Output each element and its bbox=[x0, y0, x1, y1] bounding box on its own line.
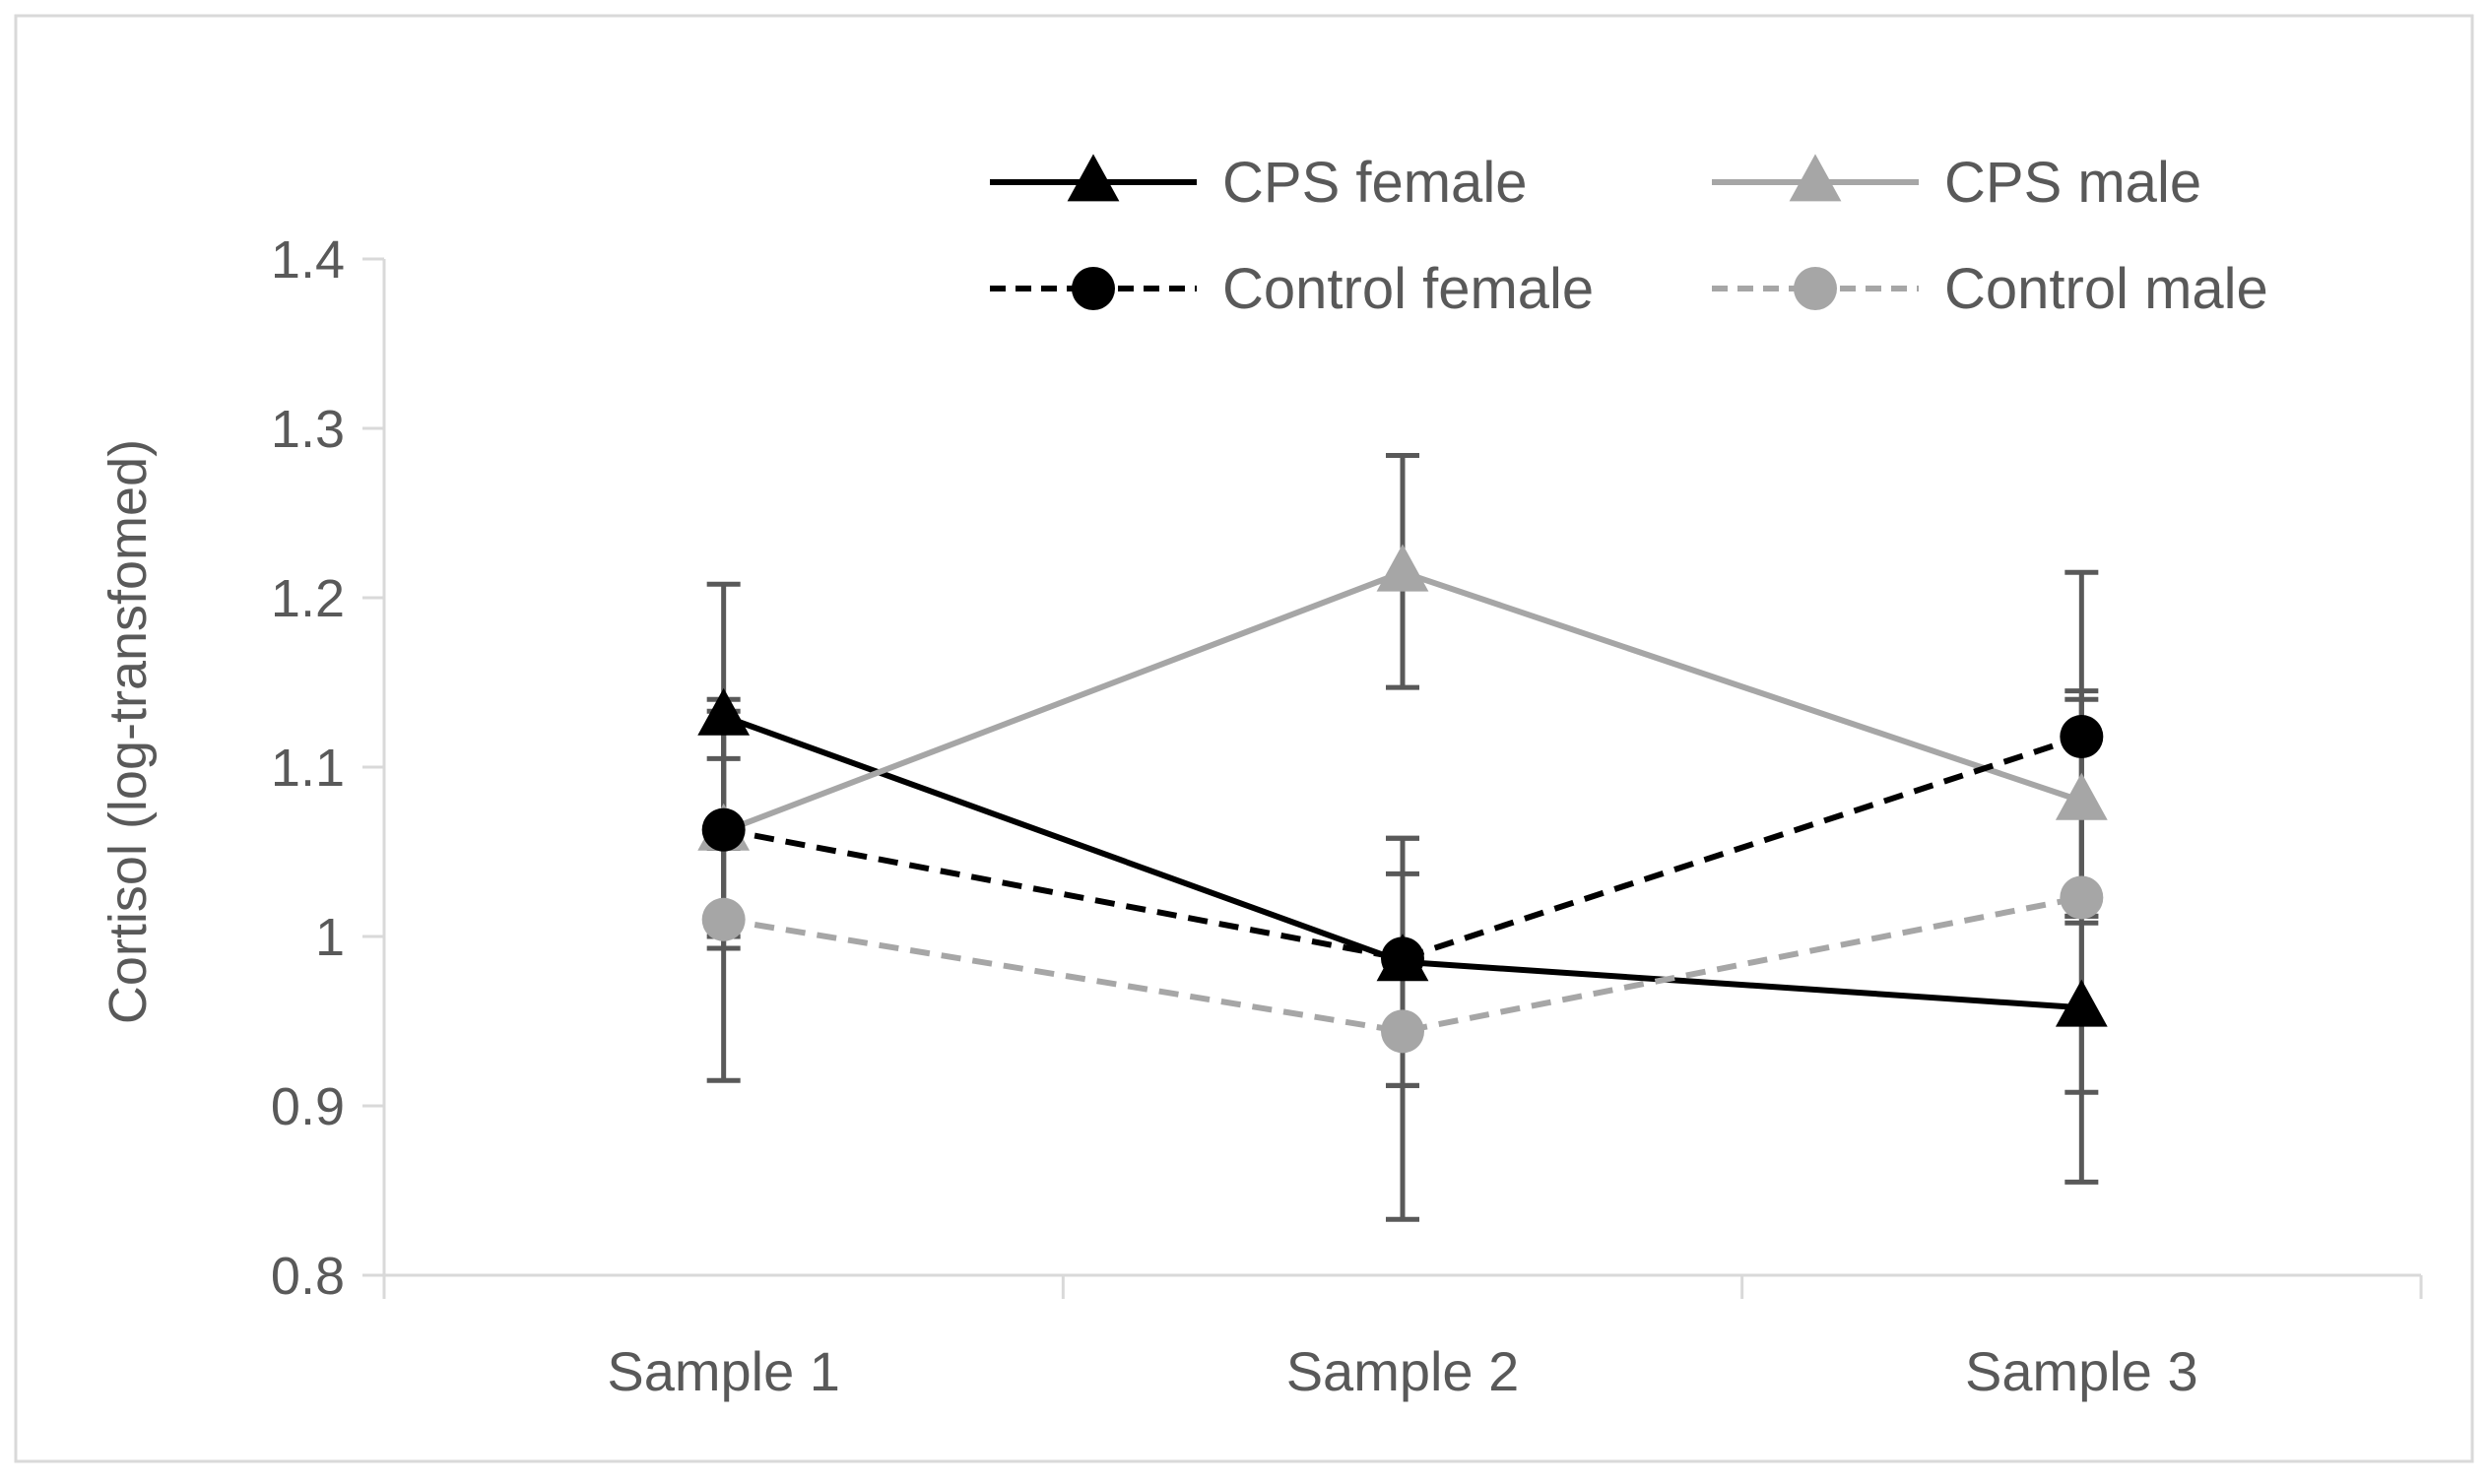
data-point-control-female bbox=[1381, 936, 1424, 981]
data-point-cps-female bbox=[2055, 979, 2108, 1027]
legend-marker bbox=[1067, 154, 1120, 202]
y-tick-label: 1.2 bbox=[271, 569, 345, 628]
y-tick-label: 0.8 bbox=[271, 1247, 345, 1306]
y-tick-label: 1.3 bbox=[271, 400, 345, 459]
legend-marker bbox=[1072, 267, 1115, 310]
data-point-control-female bbox=[701, 807, 746, 852]
x-tick-label: Sample 1 bbox=[607, 1340, 840, 1402]
y-tick-label: 0.9 bbox=[271, 1077, 345, 1136]
legend-label: Control male bbox=[1944, 257, 2268, 321]
legend-item-cps-male: CPS male bbox=[1712, 151, 2201, 215]
series-line-control-female bbox=[723, 734, 2083, 962]
data-point-control-male bbox=[701, 897, 746, 941]
legend-marker bbox=[1789, 154, 1842, 202]
y-axis-title: Cortisol (log-transfomed) bbox=[98, 439, 158, 1024]
data-point-cps-female bbox=[697, 687, 751, 736]
y-tick-label: 1.1 bbox=[271, 739, 345, 798]
legend-item-cps-female: CPS female bbox=[990, 151, 1527, 215]
data-point-cps-male bbox=[1376, 544, 1429, 592]
data-point-control-male bbox=[2060, 875, 2104, 920]
legend-item-control-female: Control female bbox=[990, 257, 1594, 321]
y-tick-label: 1 bbox=[315, 908, 345, 967]
legend-label: CPS female bbox=[1222, 151, 1527, 215]
series-line-control-male bbox=[723, 894, 2082, 1035]
x-tick-label: Sample 3 bbox=[1965, 1340, 2198, 1402]
legend-item-control-male: Control male bbox=[1712, 257, 2268, 321]
legend-label: Control female bbox=[1222, 257, 1594, 321]
y-tick-label: 1.4 bbox=[271, 230, 345, 290]
data-point-control-female bbox=[2060, 715, 2104, 759]
legend-label: CPS male bbox=[1944, 151, 2201, 215]
data-point-control-male bbox=[1381, 1009, 1424, 1054]
x-tick-label: Sample 2 bbox=[1286, 1340, 1520, 1402]
legend-marker bbox=[1794, 267, 1837, 310]
data-point-cps-male bbox=[2055, 772, 2108, 820]
